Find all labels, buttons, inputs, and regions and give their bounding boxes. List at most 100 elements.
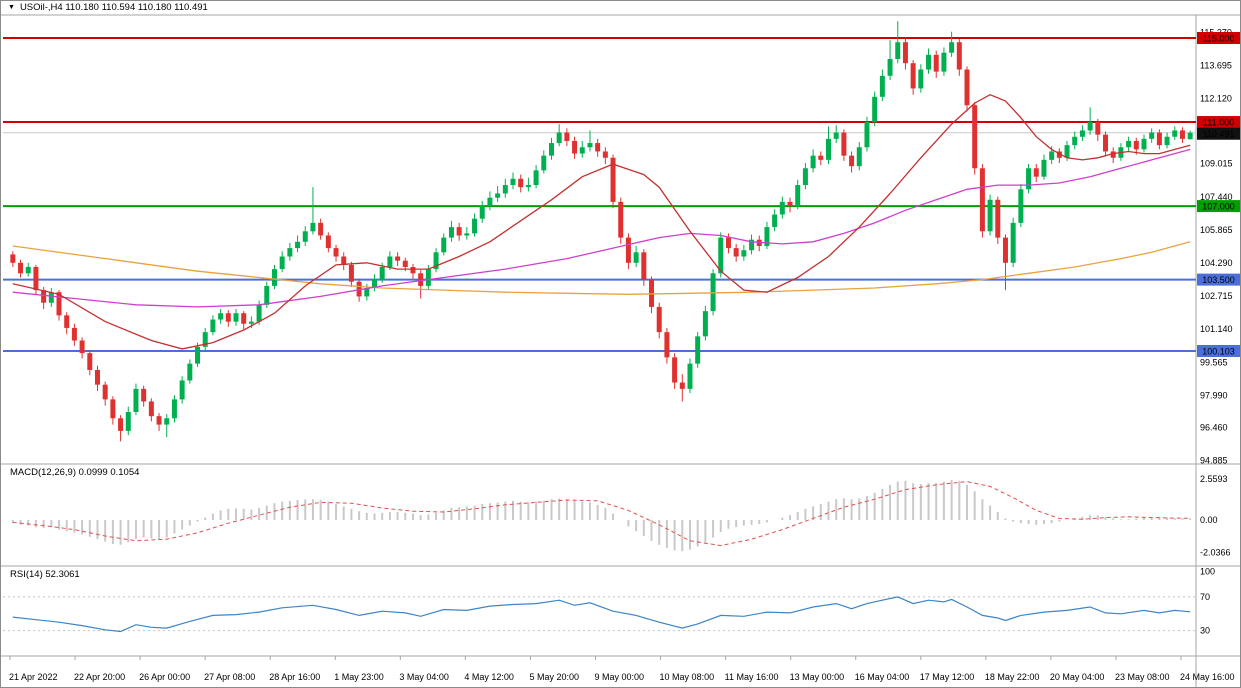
price-axis-label: 97.990 xyxy=(1200,390,1228,400)
candle-body xyxy=(895,42,901,60)
candle-body xyxy=(318,222,324,236)
candle-body xyxy=(410,267,416,274)
candle-body xyxy=(918,69,924,89)
candle-body xyxy=(779,201,785,215)
candle-body xyxy=(541,155,547,171)
time-axis-label: 11 May 16:00 xyxy=(725,672,779,682)
candle-body xyxy=(256,304,262,322)
candle-body xyxy=(33,267,39,291)
candle-body xyxy=(94,369,100,385)
candle-body xyxy=(418,273,424,286)
candle-body xyxy=(264,285,270,305)
candle-body xyxy=(1018,189,1024,223)
time-axis-label: 21 Apr 2022 xyxy=(9,672,58,682)
candle-body xyxy=(1087,122,1093,131)
price-badge-111.000-text: 111.000 xyxy=(1203,118,1234,128)
candle-body xyxy=(1149,132,1155,139)
candle-body xyxy=(949,42,955,53)
price-axis-label: 101.140 xyxy=(1200,324,1233,334)
candle-body xyxy=(1079,130,1085,137)
candle-body xyxy=(625,237,631,263)
candle-body xyxy=(71,327,77,341)
candle-body xyxy=(572,140,578,154)
candle-body xyxy=(1110,151,1116,158)
time-axis-label: 3 May 04:00 xyxy=(399,672,449,682)
macd-axis-label: 2.5593 xyxy=(1200,474,1228,484)
price-axis-label: 96.460 xyxy=(1200,423,1228,433)
candle-body xyxy=(18,262,24,274)
candle-body xyxy=(702,311,708,337)
candle-body xyxy=(241,313,247,324)
candle-body xyxy=(679,382,685,389)
candle-body xyxy=(333,248,339,257)
price-badge-115.000-text: 115.000 xyxy=(1203,34,1235,44)
candle-body xyxy=(910,63,916,89)
candle-body xyxy=(564,132,570,141)
candle-body xyxy=(1103,134,1109,152)
candle-body xyxy=(1156,132,1162,146)
candle-body xyxy=(395,256,401,261)
candle-body xyxy=(733,248,739,257)
time-axis-label: 4 May 12:00 xyxy=(464,672,514,682)
candle-body xyxy=(302,231,308,242)
candle-body xyxy=(902,42,908,64)
candle-body xyxy=(187,363,193,381)
price-badge-103.500-text: 103.500 xyxy=(1202,275,1235,285)
macd-indicator-label: MACD(12,26,9) 0.0999 0.1054 xyxy=(10,467,140,478)
candle-body xyxy=(141,388,147,402)
candle-body xyxy=(218,313,224,320)
price-axis-label: 107.440 xyxy=(1200,192,1233,202)
candle-body xyxy=(310,222,316,232)
time-axis-label: 5 May 20:00 xyxy=(529,672,579,682)
candle-body xyxy=(279,256,285,270)
candle-body xyxy=(695,336,701,364)
candle-body xyxy=(402,260,408,268)
time-axis-label: 10 May 08:00 xyxy=(660,672,715,682)
price-axis-label: 102.715 xyxy=(1200,291,1233,301)
symbol-ohlc-title: USOil-,H4 110.180 110.594 110.180 110.49… xyxy=(19,2,208,13)
candle-body xyxy=(548,143,554,156)
candle-body xyxy=(64,315,70,328)
candle-body xyxy=(448,227,454,238)
candle-body xyxy=(525,185,531,188)
candle-body xyxy=(710,273,716,312)
time-axis-label: 27 Apr 08:00 xyxy=(204,672,255,682)
candle-body xyxy=(772,214,778,228)
time-axis-label: 23 May 08:00 xyxy=(1115,672,1170,682)
candle-body xyxy=(972,105,978,169)
ma_slow-line xyxy=(12,241,1191,295)
candle-body xyxy=(533,170,539,186)
macd-axis-label: 0.00 xyxy=(1200,515,1218,525)
candle-body xyxy=(325,235,331,249)
candle-body xyxy=(618,201,624,238)
candle-body xyxy=(225,313,231,322)
candle-body xyxy=(818,155,824,160)
candle-body xyxy=(348,264,354,282)
candle-body xyxy=(641,252,647,280)
candle-body xyxy=(556,132,562,144)
candle-body xyxy=(649,279,655,307)
candle-body xyxy=(341,256,347,265)
candle-body xyxy=(379,267,385,280)
candle-body xyxy=(1179,130,1185,139)
ma_mid-line xyxy=(12,148,1191,308)
rsi-axis-label: 70 xyxy=(1200,592,1210,602)
candle-body xyxy=(1002,237,1008,263)
candle-body xyxy=(1033,168,1039,177)
candle-body xyxy=(1049,151,1055,160)
candle-body xyxy=(579,147,585,154)
candle-body xyxy=(356,281,362,297)
candle-body xyxy=(1056,151,1062,158)
price-axis-label: 109.015 xyxy=(1200,159,1233,169)
symbol-dropdown-icon[interactable]: ▼ xyxy=(8,4,15,11)
candle-body xyxy=(48,292,54,303)
candle-body xyxy=(441,237,447,253)
price-axis-label: 112.120 xyxy=(1200,94,1232,104)
price-badge-100.103-text: 100.103 xyxy=(1202,346,1235,356)
candle-body xyxy=(433,252,439,270)
candle-body xyxy=(587,143,593,148)
candle-body xyxy=(825,138,831,160)
candle-body xyxy=(472,218,478,234)
candle-body xyxy=(25,267,31,274)
